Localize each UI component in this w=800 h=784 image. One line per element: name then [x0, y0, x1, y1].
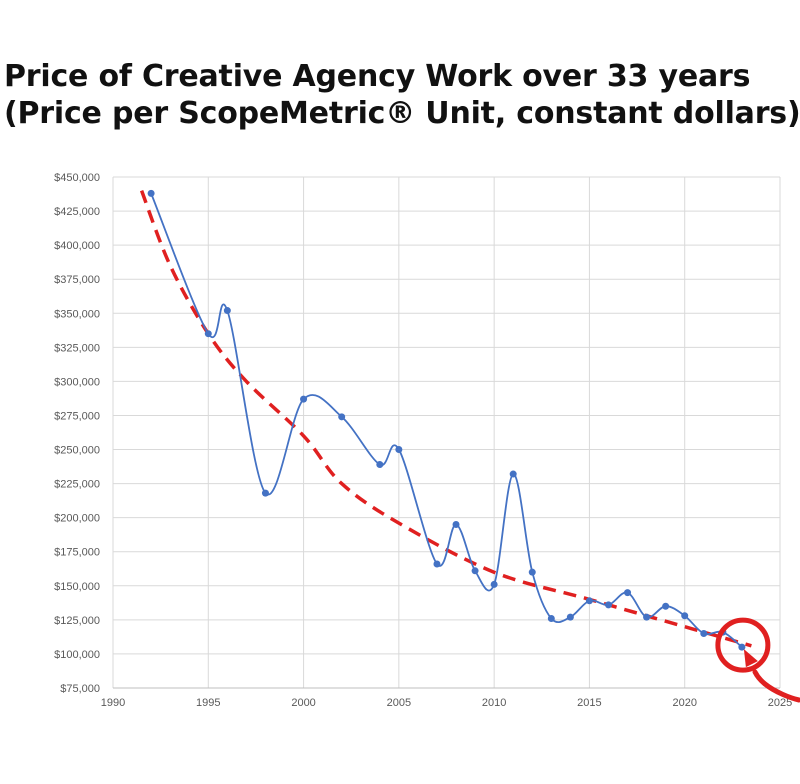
- highlight-annotation: [715, 617, 800, 703]
- y-tick-label: $400,000: [54, 240, 100, 252]
- y-tick-label: $375,000: [54, 274, 100, 286]
- y-tick-label: $425,000: [54, 206, 100, 218]
- x-tick-label: 2010: [482, 697, 506, 709]
- series-line: [150, 193, 743, 648]
- x-tick-label: 2025: [768, 697, 792, 709]
- data-point: [395, 446, 403, 454]
- y-tick-label: $150,000: [54, 581, 100, 593]
- data-point: [624, 589, 632, 597]
- y-tick-label: $275,000: [54, 410, 100, 422]
- data-point: [338, 413, 346, 421]
- data-point: [376, 461, 384, 469]
- trend-line-path: [139, 189, 752, 648]
- data-point: [223, 307, 231, 315]
- data-point: [547, 615, 555, 623]
- x-tick-label: 2015: [577, 697, 601, 709]
- data-point: [261, 489, 269, 497]
- data-point: [643, 613, 651, 621]
- y-tick-label: $75,000: [60, 683, 100, 695]
- data-point: [471, 567, 479, 575]
- trend-line: [139, 189, 752, 648]
- data-point: [681, 612, 689, 620]
- annotation-arrowhead: [743, 649, 758, 668]
- data-point: [509, 470, 517, 478]
- data-point: [604, 601, 612, 609]
- x-tick-label: 1995: [196, 697, 220, 709]
- data-point: [147, 189, 155, 197]
- data-point: [528, 568, 536, 576]
- annotation-arrow: [752, 669, 800, 703]
- data-point: [490, 580, 498, 588]
- y-tick-label: $175,000: [54, 547, 100, 559]
- data-point: [300, 395, 308, 403]
- y-tick-labels: $75,000 $100,000 $125,000 $150,000 $175,000 $…: [54, 172, 100, 695]
- y-tick-label: $250,000: [54, 445, 100, 457]
- data-point: [204, 330, 212, 338]
- y-tick-label: $225,000: [54, 479, 100, 491]
- data-point: [566, 613, 574, 621]
- y-tick-label: $300,000: [54, 376, 100, 388]
- y-tick-label: $450,000: [54, 172, 100, 184]
- data-point: [662, 602, 670, 610]
- y-tick-label: $200,000: [54, 513, 100, 525]
- data-point: [452, 520, 460, 528]
- chart-title-line-2: (Price per ScopeMetric® Unit, constant d…: [4, 96, 800, 131]
- data-point: [738, 643, 746, 651]
- y-tick-label: $125,000: [54, 615, 100, 627]
- x-tick-labels: 1990 1995 2000 2005 2010 2015 2020 2025: [101, 697, 792, 709]
- y-tick-label: $100,000: [54, 649, 100, 661]
- highlight-circle: [715, 617, 771, 673]
- x-tick-label: 2005: [387, 697, 411, 709]
- y-tick-label: $350,000: [54, 308, 100, 320]
- line-chart: $75,000 $100,000 $125,000 $150,000 $175,000 $…: [54, 172, 800, 709]
- price-series: [147, 189, 746, 651]
- chart-title: Price of Creative Agency Work over 33 ye…: [4, 58, 800, 132]
- x-tick-label: 2000: [291, 697, 315, 709]
- data-point: [700, 629, 708, 637]
- chart-title-line-1: Price of Creative Agency Work over 33 ye…: [4, 59, 751, 94]
- y-tick-label: $325,000: [54, 342, 100, 354]
- data-point: [433, 560, 441, 568]
- x-tick-label: 2020: [672, 697, 696, 709]
- x-tick-label: 1990: [101, 697, 125, 709]
- data-point: [585, 597, 593, 605]
